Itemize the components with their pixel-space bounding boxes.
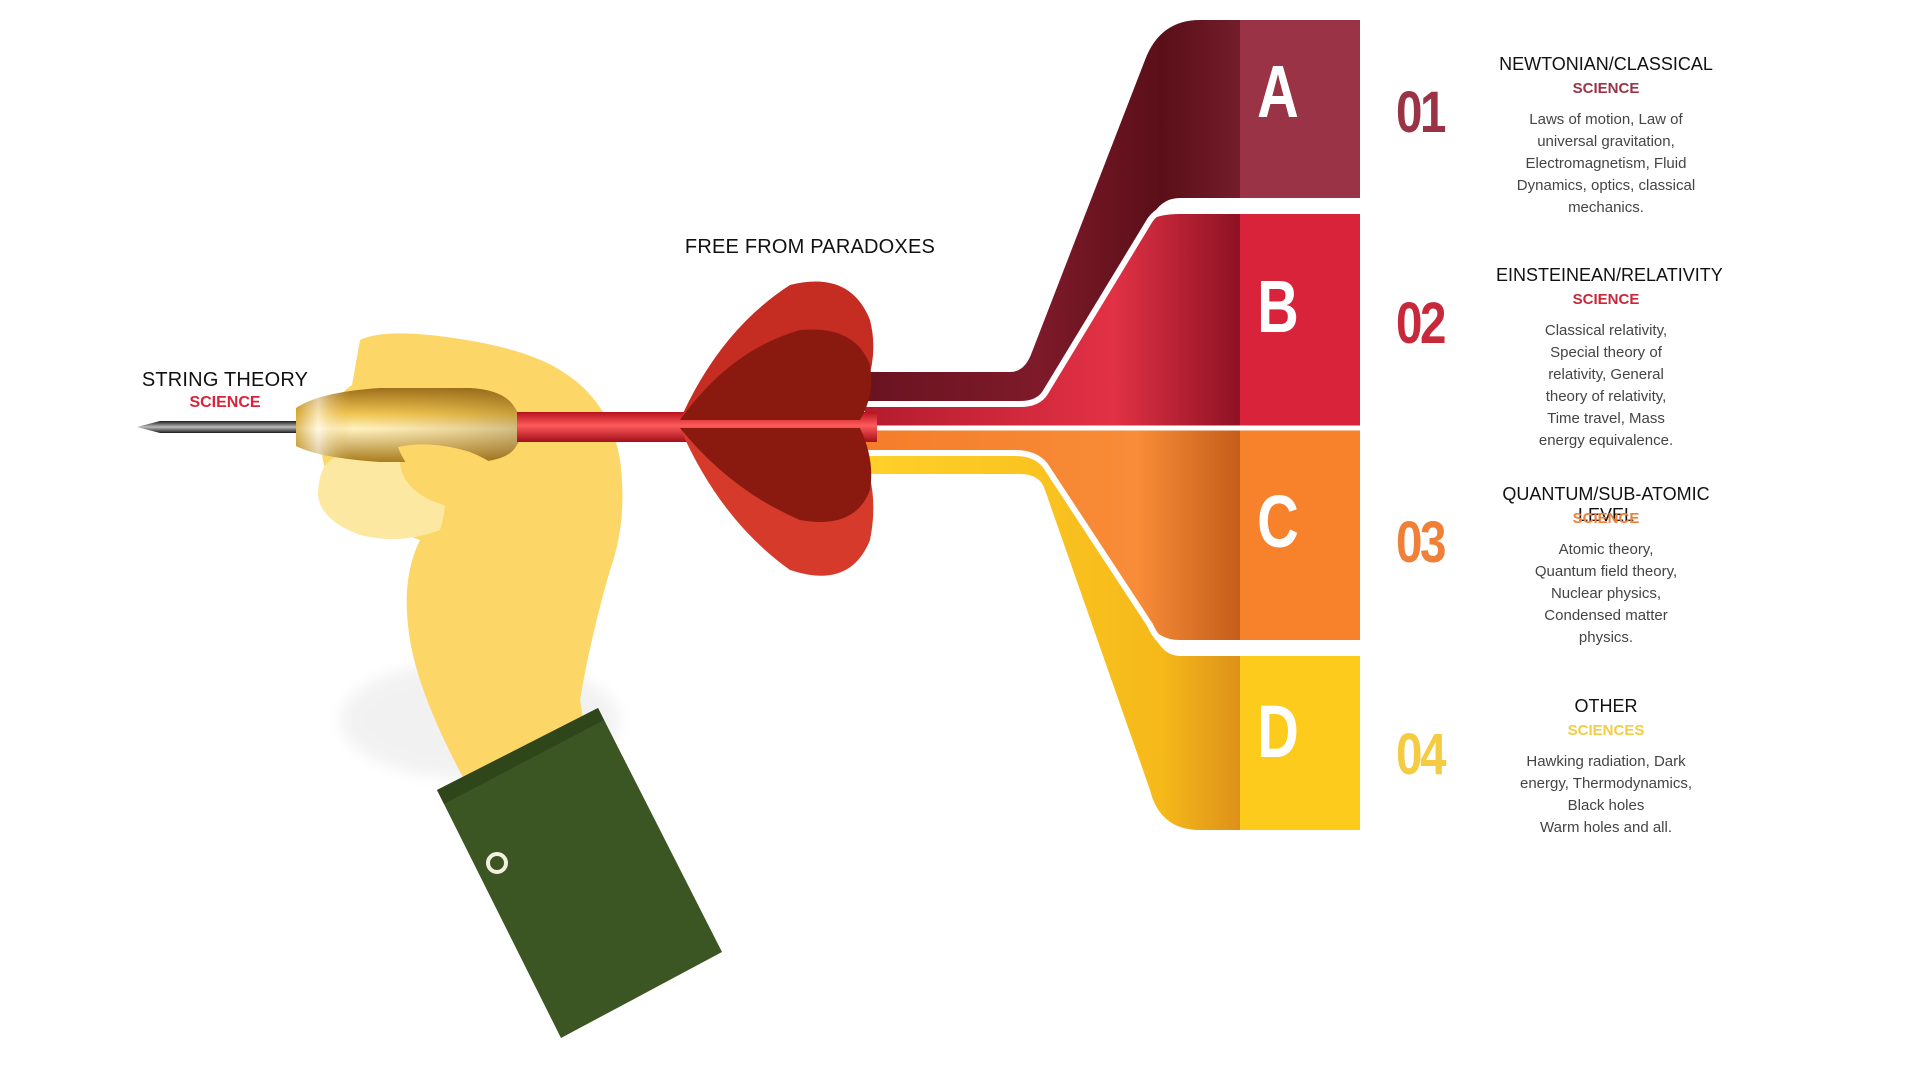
info-item-01: 01 NEWTONIAN/CLASSICAL SCIENCE Laws of m… [1380,52,1713,252]
separator-cd [865,450,1360,651]
info-category: SCIENCE [1572,510,1640,527]
band-b-face [1240,214,1360,428]
info-description: Classical relativity, Special theory of … [1538,322,1674,449]
info-category: SCIENCE [1572,291,1640,308]
band-letter-c: C [1257,480,1299,563]
info-title: EINSTEINEAN/RELATIVITY [1496,265,1723,285]
info-description: Hawking radiation, Dark energy, Thermody… [1519,753,1693,836]
flight-bottom-inner [680,428,872,522]
dart-tip-label: STRING THEORY SCIENCE [125,369,325,412]
dart [137,388,877,462]
band-c-face [1240,428,1360,640]
info-category: SCIENCES [1567,722,1645,739]
ribbon-bands [865,20,1360,830]
flight-top-inner [680,329,872,420]
sleeve-button [486,852,508,874]
info-title: NEWTONIAN/CLASSICAL [1499,54,1713,74]
flight-label: FREE FROM PARADOXES [680,236,940,259]
separator-ab [865,203,1360,407]
info-item-03: 03 QUANTUM/SUB-ATOMIC LEVEL SCIENCE Atom… [1380,482,1710,682]
band-letter-b: B [1257,265,1299,348]
info-number: 02 [1396,291,1446,356]
sleeve-cuff-edge [437,708,604,804]
info-item-02: 02 EINSTEINEAN/RELATIVITY SCIENCE Classi… [1380,263,1723,463]
flight-label-title: FREE FROM PARADOXES [684,236,936,258]
info-title: OTHER [1574,696,1638,716]
dart-tip-category: SCIENCE [189,394,261,411]
band-letter-a: A [1257,50,1299,133]
band-d-face [1240,656,1360,830]
dart-barrel-highlight [296,388,520,462]
band-b-shape [865,214,1360,428]
band-a-face [1240,20,1360,198]
info-item-04: 04 OTHER SCIENCES Hawking radiation, Dar… [1380,694,1710,894]
info-description: Laws of motion, Law of universal gravita… [1516,111,1696,216]
info-number: 01 [1396,80,1446,145]
band-a-shape [865,20,1360,404]
dart-needle [137,421,300,433]
band-d-shape [865,453,1360,830]
info-number: 03 [1396,510,1446,575]
index-finger [398,444,530,530]
info-description: Atomic theory, Quantum field theory, Nuc… [1534,541,1678,646]
sleeve-cuff [437,708,722,1038]
band-c-shape [865,428,1360,640]
dart-tip-title: STRING THEORY [141,369,309,391]
info-number: 04 [1396,722,1446,787]
band-letter-d: D [1257,690,1299,773]
dart-flights [680,281,874,576]
info-category: SCIENCE [1572,80,1640,97]
info-title: QUANTUM/SUB-ATOMIC LEVEL [1502,484,1710,525]
sleeve [437,708,722,1038]
